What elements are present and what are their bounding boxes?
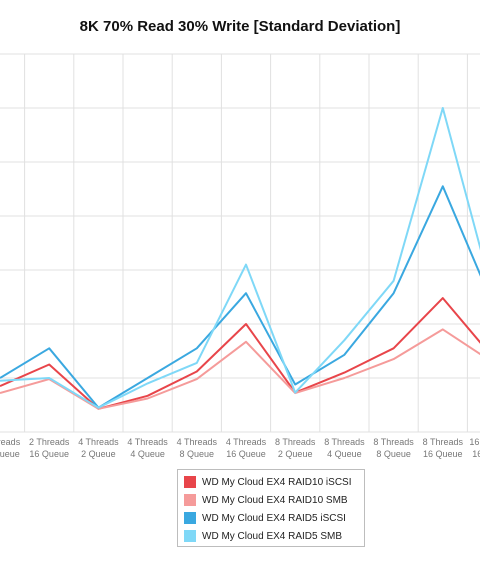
legend-item: WD My Cloud EX4 RAID10 SMB [184,491,364,509]
x-tick-label: 4 Threads 4 Queue [127,437,168,459]
series-line-3 [0,185,480,409]
legend-swatch [184,512,196,524]
legend-item: WD My Cloud EX4 RAID10 iSCSI [184,473,364,491]
x-tick-label: 8 Threads 8 Queue [373,437,414,459]
legend-swatch [184,530,196,542]
legend-swatch [184,476,196,488]
series-line-1 [0,297,480,410]
x-tick-label: 4 Threads 16 Queue [226,437,267,459]
legend-label: WD My Cloud EX4 RAID10 iSCSI [202,476,352,488]
series-lines [0,107,480,410]
series-line-4 [0,107,480,409]
x-tick-label: 4 Threads 8 Queue [177,437,218,459]
legend-label: WD My Cloud EX4 RAID5 iSCSI [202,512,346,524]
legend-label: WD My Cloud EX4 RAID10 SMB [202,494,348,506]
legend-label: WD My Cloud EX4 RAID5 SMB [202,530,343,542]
chart-title: 8K 70% Read 30% Write [Standard Deviatio… [79,18,401,35]
x-tick-label: 8 Threads 4 Queue [324,437,365,459]
x-tick-label: 8 Threads 2 Queue [275,437,316,459]
x-tick-label: 8 Threads 16 Queue [423,437,464,459]
x-tick-label: 2 Threads 16 Queue [29,437,70,459]
legend-item: WD My Cloud EX4 RAID5 iSCSI [184,509,364,527]
legend-item: WD My Cloud EX4 RAID5 SMB [184,527,364,545]
chart-legend: WD My Cloud EX4 RAID10 iSCSI WD My Cloud … [177,469,365,547]
series-line-2 [0,328,480,410]
legend-swatch [184,494,196,506]
x-tick-label: 4 Threads 2 Queue [78,437,119,459]
